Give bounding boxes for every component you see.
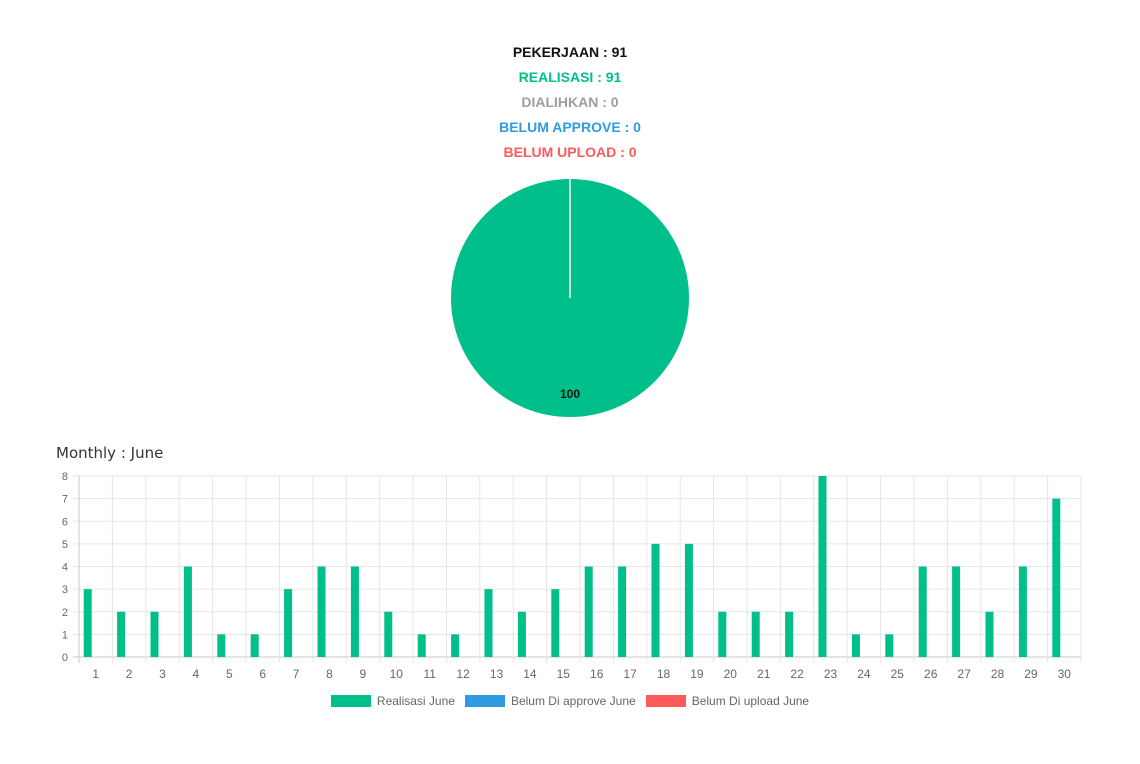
bar[interactable] xyxy=(618,566,627,658)
x-tick-label: 28 xyxy=(991,667,1005,681)
y-tick-label: 0 xyxy=(62,652,68,664)
x-tick-label: 25 xyxy=(891,667,905,681)
x-tick-label: 24 xyxy=(857,667,871,681)
x-tick-label: 14 xyxy=(523,667,537,681)
bar[interactable] xyxy=(183,566,192,658)
pekerjaan-count: PEKERJAAN : 91 xyxy=(512,44,628,60)
bar[interactable] xyxy=(751,611,760,657)
x-tick-label: 10 xyxy=(390,667,404,681)
bar[interactable] xyxy=(217,634,226,657)
bar[interactable] xyxy=(818,476,827,657)
legend-swatch xyxy=(645,695,686,707)
bar[interactable] xyxy=(918,566,927,658)
x-tick-label: 18 xyxy=(657,667,671,681)
x-tick-label: 29 xyxy=(1024,667,1038,681)
bar[interactable] xyxy=(451,634,460,657)
bar[interactable] xyxy=(350,566,359,658)
y-tick-label: 4 xyxy=(62,562,68,574)
y-tick-label: 6 xyxy=(62,516,68,528)
y-tick-label: 7 xyxy=(62,494,68,506)
x-tick-label: 30 xyxy=(1058,667,1072,681)
x-tick-label: 19 xyxy=(690,667,704,681)
legend-swatch xyxy=(464,695,505,707)
bar[interactable] xyxy=(1052,498,1061,657)
pie-chart: 100 xyxy=(451,178,691,418)
x-tick-label: 1 xyxy=(92,667,99,681)
x-tick-label: 5 xyxy=(226,667,233,681)
bar[interactable] xyxy=(651,543,660,657)
bar[interactable] xyxy=(517,611,526,657)
x-tick-label: 6 xyxy=(259,667,266,681)
bar[interactable] xyxy=(317,566,326,658)
bar[interactable] xyxy=(150,611,159,657)
dialihkan-count: DIALIHKAN : 0 xyxy=(521,94,619,110)
x-tick-label: 4 xyxy=(193,667,200,681)
x-tick-label: 13 xyxy=(490,667,504,681)
monthly-title: Monthly : June xyxy=(56,444,164,462)
bar[interactable] xyxy=(1018,566,1027,658)
bar[interactable] xyxy=(551,589,560,657)
legend-item[interactable]: Belum Di upload June xyxy=(645,694,810,708)
x-tick-label: 3 xyxy=(159,667,166,681)
y-tick-label: 3 xyxy=(62,584,68,596)
x-tick-label: 23 xyxy=(824,667,838,681)
bar[interactable] xyxy=(384,611,393,657)
x-tick-label: 15 xyxy=(557,667,571,681)
realisasi-count: REALISASI : 91 xyxy=(518,69,622,85)
belum-approve-count: BELUM APPROVE : 0 xyxy=(499,119,641,135)
bar[interactable] xyxy=(484,589,493,657)
bar[interactable] xyxy=(718,611,727,657)
x-tick-label: 16 xyxy=(590,667,604,681)
legend-item[interactable]: Realisasi June xyxy=(330,694,455,708)
x-tick-label: 9 xyxy=(360,667,367,681)
y-tick-label: 2 xyxy=(62,607,68,619)
x-tick-label: 2 xyxy=(126,667,133,681)
x-tick-label: 20 xyxy=(724,667,738,681)
legend-label: Belum Di upload June xyxy=(691,694,810,708)
legend-label: Realisasi June xyxy=(376,694,455,708)
bar[interactable] xyxy=(117,611,126,657)
x-tick-label: 27 xyxy=(957,667,971,681)
chart-legend: Realisasi June Belum Di approve June Belum… xyxy=(0,694,1140,708)
x-tick-label: 22 xyxy=(790,667,804,681)
summary-panel: PEKERJAAN : 91 REALISASI : 91 DIALIHKAN … xyxy=(0,42,1140,167)
legend-label: Belum Di approve June xyxy=(510,694,636,708)
x-tick-label: 11 xyxy=(423,667,436,681)
y-tick-label: 1 xyxy=(62,629,68,641)
bar[interactable] xyxy=(284,589,293,657)
x-tick-label: 12 xyxy=(456,667,470,681)
bar[interactable] xyxy=(250,634,259,657)
y-tick-label: 5 xyxy=(62,539,68,551)
bar[interactable] xyxy=(885,634,894,657)
bar[interactable] xyxy=(684,543,693,657)
x-tick-label: 7 xyxy=(293,667,300,681)
belum-upload-count: BELUM UPLOAD : 0 xyxy=(503,144,637,160)
y-tick-label: 8 xyxy=(62,471,68,483)
bar[interactable] xyxy=(785,611,794,657)
bar[interactable] xyxy=(584,566,593,658)
x-tick-label: 26 xyxy=(924,667,938,681)
bar[interactable] xyxy=(851,634,860,657)
pie-data-label: 100 xyxy=(560,387,580,401)
legend-item[interactable]: Belum Di approve June xyxy=(464,694,636,708)
x-tick-label: 8 xyxy=(326,667,333,681)
bar[interactable] xyxy=(417,634,426,657)
bar-chart: 0 1 2 3 4 5 6 7 8 1 2 3 4 5 6 7 8 9 10 11 12 13 14 15 16 17 18 19 20… xyxy=(0,466,1140,726)
bar[interactable] xyxy=(83,589,92,657)
bar[interactable] xyxy=(952,566,961,658)
x-tick-label: 17 xyxy=(623,667,637,681)
x-tick-label: 21 xyxy=(757,667,771,681)
bar[interactable] xyxy=(985,611,994,657)
legend-swatch xyxy=(330,695,371,707)
